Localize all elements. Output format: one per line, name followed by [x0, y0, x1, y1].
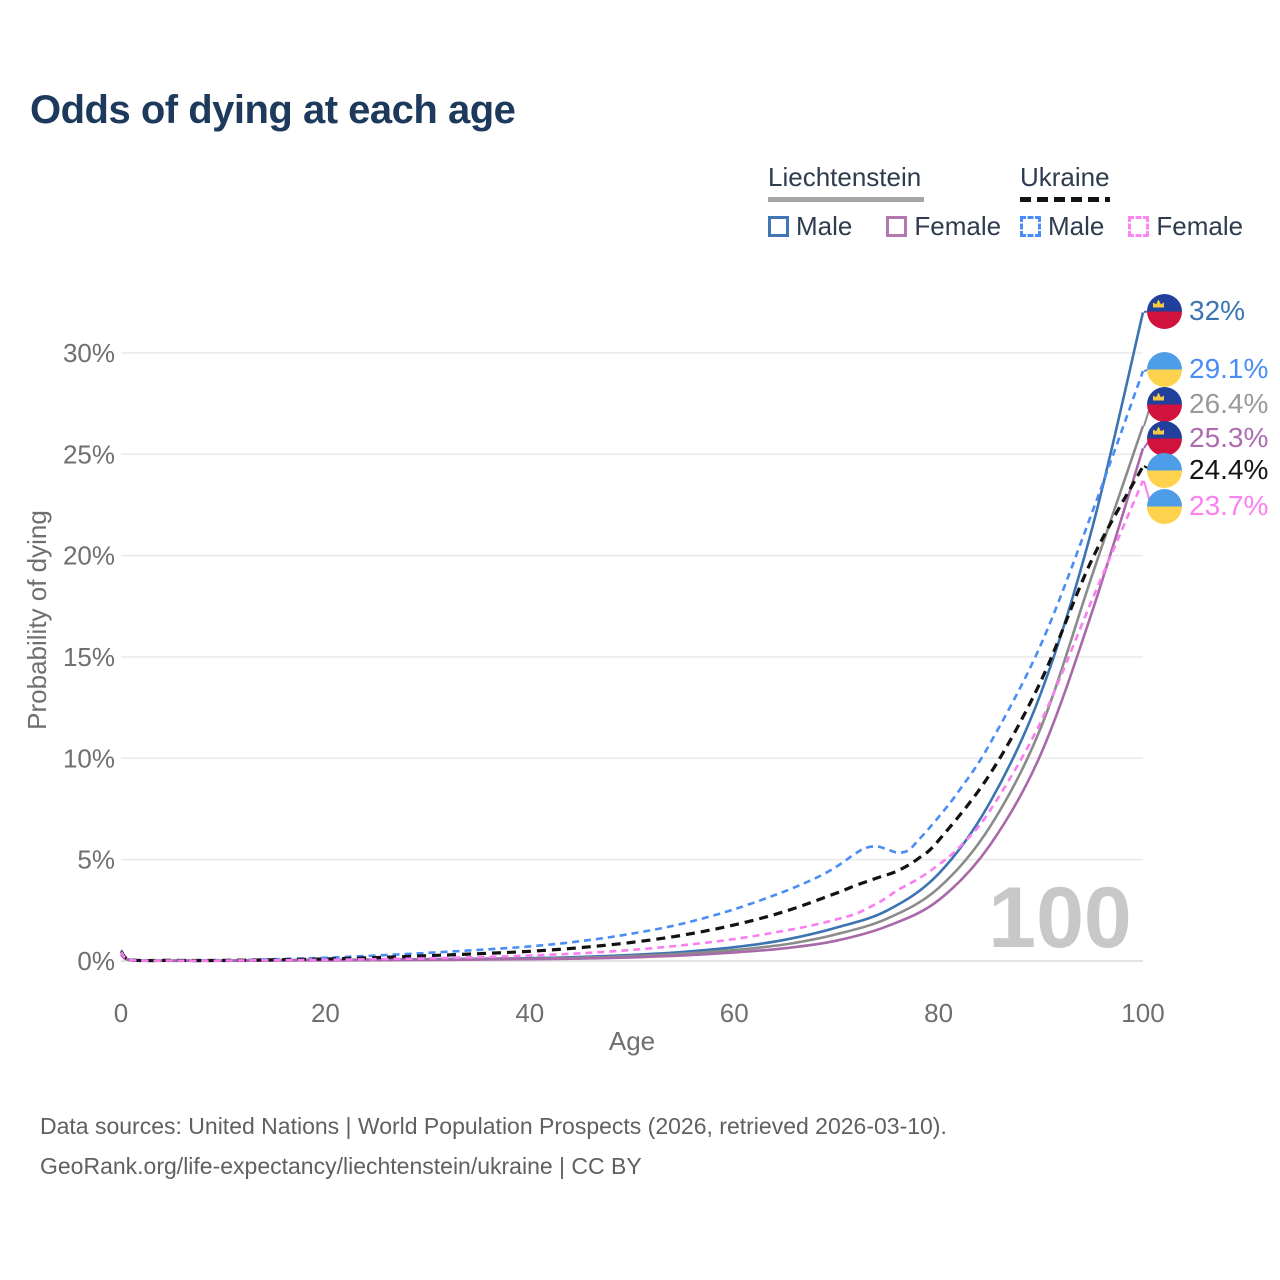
series-line [119, 370, 1145, 962]
end-label-row: 24.4% [1147, 452, 1268, 488]
legend-item-label: Male [796, 211, 853, 241]
legend-underline-dashed [1020, 197, 1110, 202]
end-label-row: 25.3% [1147, 420, 1268, 456]
legend-header-ukraine: Ukraine [1020, 162, 1110, 192]
end-label-row: 32% [1147, 293, 1245, 329]
ukraine-flag-icon [1147, 452, 1182, 488]
legend-item-ukraine-female[interactable]: Female [1128, 211, 1243, 242]
axis-ticks-group: 0% 5% 10% 15% 20% 25% 30% 0 20 40 60 80 100 [63, 338, 1165, 1028]
ukraine-flag-icon [1147, 351, 1182, 387]
dashed-blue-swatch-icon [1020, 216, 1041, 237]
liechtenstein-flag-icon [1147, 293, 1182, 329]
ukraine-flag-icon [1147, 488, 1182, 524]
legend-item-ukraine-male[interactable]: Male [1020, 211, 1104, 242]
end-label-row: 26.4% [1147, 386, 1268, 422]
series-line [120, 480, 1145, 962]
series-line [120, 312, 1145, 962]
legend-item-label: Male [1048, 211, 1105, 241]
gridlines-group [121, 352, 1143, 962]
dashed-pink-swatch-icon [1128, 216, 1150, 237]
footer-attribution: GeoRank.org/life-expectancy/liechtenstei… [40, 1153, 642, 1179]
y-tick-label: 10% [63, 743, 115, 773]
end-label-value: 24.4% [1189, 454, 1269, 485]
footer: Data sources: United Nations | World Pop… [40, 1106, 947, 1186]
end-label-row: 23.7% [1147, 488, 1268, 524]
legend-item-liechtenstein-male[interactable]: Male [768, 211, 852, 242]
footer-data-sources: Data sources: United Nations | World Pop… [40, 1113, 947, 1139]
series-group [119, 312, 1145, 963]
x-tick-label: 20 [311, 998, 340, 1028]
y-tick-label: 0% [77, 946, 115, 976]
solid-blue-swatch-icon [768, 216, 789, 237]
legend-header-liechtenstein: Liechtenstein [768, 162, 922, 192]
x-axis-title: Age [609, 1026, 655, 1056]
legend-group-ukraine: Ukraine Male Female [1020, 162, 1243, 242]
legend-item-liechtenstein-female[interactable]: Female [886, 211, 1001, 242]
end-label-value: 26.4% [1189, 388, 1269, 419]
x-tick-label: 100 [1121, 998, 1164, 1028]
legend-group-liechtenstein: Liechtenstein Male Female [768, 162, 1001, 242]
end-label-row: 29.1% [1147, 351, 1268, 387]
x-tick-label: 60 [720, 998, 749, 1028]
end-label-value: 25.3% [1189, 422, 1269, 453]
liechtenstein-flag-icon [1147, 420, 1182, 456]
end-label-value: 23.7% [1189, 490, 1269, 521]
y-axis-title: Probability of dying [22, 510, 52, 730]
series-line [119, 465, 1145, 963]
legend-item-label: Female [914, 211, 1002, 241]
solid-purple-swatch-icon [886, 216, 908, 237]
end-label-value: 32% [1189, 295, 1246, 326]
page-title: Odds of dying at each age [30, 88, 516, 132]
y-tick-label: 15% [63, 642, 115, 672]
legend-items: Male Female [768, 211, 1001, 242]
liechtenstein-flag-icon [1147, 386, 1182, 422]
end-label-value: 29.1% [1189, 353, 1269, 384]
y-tick-label: 20% [63, 541, 115, 571]
y-tick-label: 30% [63, 338, 115, 368]
legend-underline-solid [768, 197, 924, 202]
y-tick-label: 25% [63, 439, 115, 469]
y-tick-label: 5% [77, 845, 115, 875]
x-tick-label: 0 [114, 998, 128, 1028]
legend-items: Male Female [1020, 211, 1243, 242]
age-counter-watermark: 100 [988, 870, 1132, 966]
legend-item-label: Female [1156, 211, 1244, 241]
x-tick-label: 80 [924, 998, 953, 1028]
x-tick-label: 40 [515, 998, 544, 1028]
